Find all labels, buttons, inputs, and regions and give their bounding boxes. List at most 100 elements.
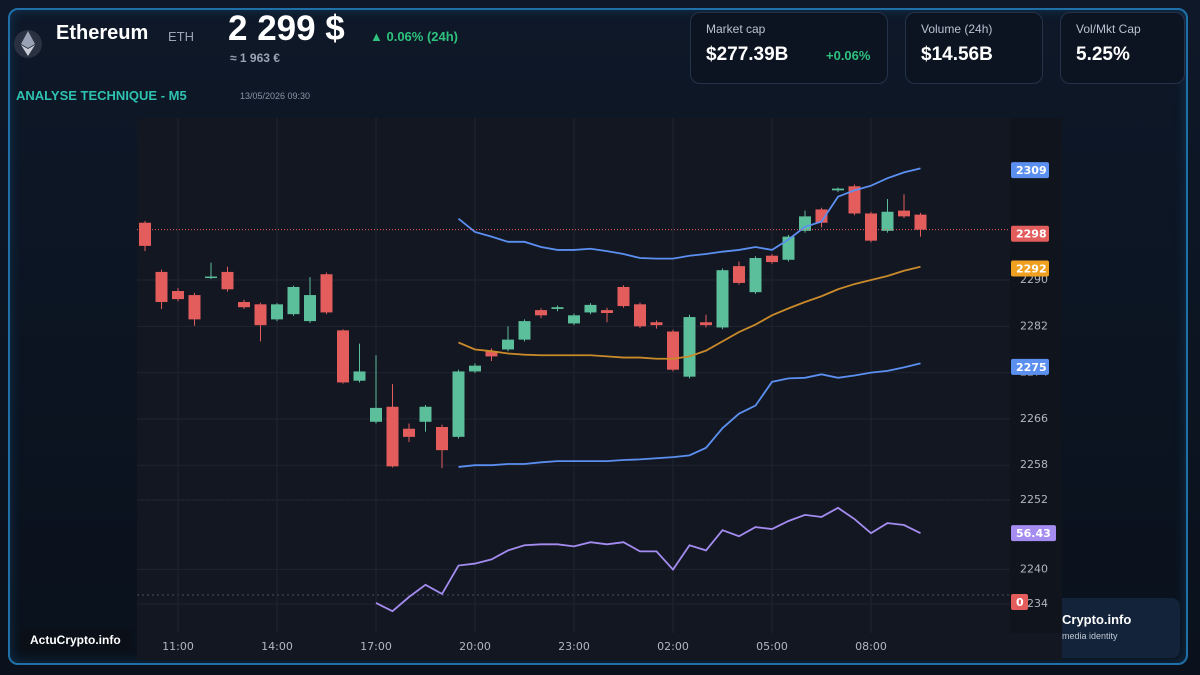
candle-body bbox=[205, 276, 217, 279]
partner-name: Crypto.info bbox=[1062, 612, 1132, 627]
candle-body bbox=[650, 322, 663, 326]
eth-icon bbox=[14, 30, 42, 58]
candle-body bbox=[601, 310, 613, 314]
section-title: ANALYSE TECHNIQUE - M5 bbox=[16, 88, 187, 103]
y-tick-label: 2258 bbox=[1020, 458, 1048, 471]
candle-body bbox=[502, 339, 514, 350]
price-badge bbox=[1011, 594, 1028, 611]
candle-body bbox=[848, 186, 861, 214]
x-tick-label: 11:00 bbox=[162, 640, 194, 653]
partner-panel: Crypto.info media identity bbox=[1040, 598, 1180, 658]
candle-body bbox=[749, 258, 762, 293]
price-badge-label: 56.43 bbox=[1016, 527, 1051, 540]
candle-body bbox=[419, 406, 432, 422]
candle-body bbox=[238, 302, 250, 308]
card-value: $277.39B bbox=[706, 44, 789, 65]
candle-body bbox=[469, 365, 481, 372]
y-tick-label: 2266 bbox=[1020, 412, 1048, 425]
candle-body bbox=[188, 295, 201, 320]
card: Vol/Mkt Cap 5.25% bbox=[1060, 12, 1185, 84]
y-tick-label: 2282 bbox=[1020, 319, 1048, 332]
indicator-line bbox=[375, 506, 921, 613]
candle-body bbox=[716, 270, 729, 328]
candle-body bbox=[568, 315, 580, 324]
card-label: Vol/Mkt Cap bbox=[1076, 22, 1141, 36]
price: 2 299 $ bbox=[228, 9, 345, 48]
x-tick-label: 08:00 bbox=[855, 640, 887, 653]
price-badge-label: 0 bbox=[1016, 596, 1024, 609]
candle-body bbox=[452, 371, 465, 437]
x-tick-label: 17:00 bbox=[360, 640, 392, 653]
indicator-line bbox=[457, 167, 921, 260]
asset-symbol: ETH bbox=[168, 29, 194, 44]
candle-body bbox=[304, 295, 316, 322]
price-badge bbox=[1011, 525, 1056, 542]
candle-body bbox=[353, 371, 366, 381]
card-change: +0.06% bbox=[826, 48, 871, 63]
y-tick-label: 2252 bbox=[1020, 493, 1048, 506]
candle-body bbox=[551, 307, 564, 309]
candle-body bbox=[271, 304, 283, 320]
price-badge-label: 2292 bbox=[1016, 262, 1047, 275]
partner-tagline: media identity bbox=[1062, 631, 1118, 641]
candle-body bbox=[634, 304, 646, 327]
candle-body bbox=[865, 213, 877, 241]
candle-body bbox=[683, 317, 696, 377]
price-badge-label: 2298 bbox=[1016, 228, 1047, 241]
chart-panel bbox=[137, 118, 1062, 660]
candle-body bbox=[287, 286, 300, 315]
card-value: $14.56B bbox=[921, 44, 993, 65]
brand: ActuCrypto.info bbox=[20, 628, 131, 652]
candle-body bbox=[832, 188, 844, 191]
indicator-line bbox=[458, 362, 921, 468]
candle-body bbox=[320, 274, 333, 313]
candle-body bbox=[700, 322, 712, 326]
x-tick-label: 02:00 bbox=[657, 640, 689, 653]
candle-body bbox=[799, 216, 811, 231]
candle-body bbox=[535, 310, 547, 316]
price-badge bbox=[1011, 260, 1049, 277]
price-change: ▲ 0.06% (24h) bbox=[370, 29, 459, 44]
asset-name: Ethereum bbox=[56, 22, 149, 44]
x-tick-label: 20:00 bbox=[459, 640, 491, 653]
candle-body bbox=[254, 304, 267, 326]
candle-body bbox=[898, 210, 910, 217]
price-converted: ≈ 1 963 € bbox=[230, 51, 280, 65]
card-label: Volume (24h) bbox=[921, 22, 993, 36]
candle-body bbox=[617, 286, 630, 307]
candle-body bbox=[766, 255, 778, 263]
timestamp: 13/05/2026 09:30 bbox=[240, 91, 311, 101]
candle-body bbox=[386, 406, 399, 467]
x-tick-label: 14:00 bbox=[261, 640, 293, 653]
card-value: 5.25% bbox=[1076, 44, 1130, 65]
candle-body bbox=[667, 331, 679, 370]
candle-body bbox=[155, 271, 168, 303]
candle-body bbox=[914, 214, 927, 230]
price-badge bbox=[1011, 225, 1049, 242]
frame bbox=[8, 8, 1188, 665]
price-axis bbox=[1010, 118, 1062, 633]
candle-body bbox=[518, 321, 531, 340]
price-badge bbox=[1011, 358, 1049, 375]
candle-body bbox=[370, 407, 382, 422]
candle-body bbox=[485, 351, 498, 357]
candle-body bbox=[172, 291, 184, 300]
card: Volume (24h) $14.56B bbox=[905, 12, 1043, 84]
candle-body bbox=[337, 330, 349, 383]
x-tick-label: 05:00 bbox=[756, 640, 788, 653]
indicator-line bbox=[458, 265, 921, 360]
price-badge-label: 2309 bbox=[1016, 164, 1047, 177]
card: Market cap $277.39B +0.06% bbox=[690, 12, 888, 84]
candle-body bbox=[733, 266, 745, 283]
candle-body bbox=[815, 209, 828, 223]
candle-body bbox=[139, 222, 151, 246]
price-badge-label: 2275 bbox=[1016, 361, 1047, 374]
x-tick-label: 23:00 bbox=[558, 640, 590, 653]
y-tick-label: 2240 bbox=[1020, 562, 1048, 575]
candle-body bbox=[403, 428, 415, 437]
candle-body bbox=[881, 211, 894, 231]
candle-body bbox=[221, 271, 234, 290]
candle-body bbox=[436, 427, 448, 451]
